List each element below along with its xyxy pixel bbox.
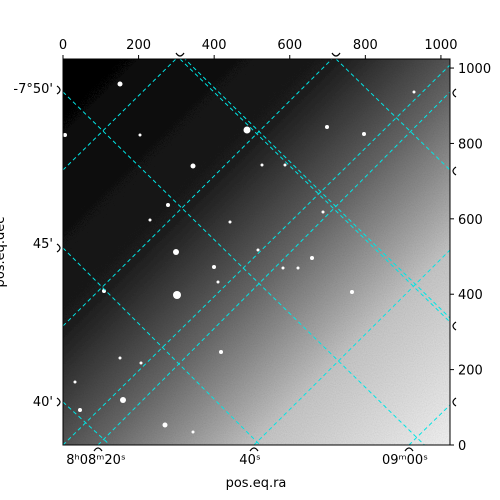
star	[162, 422, 168, 428]
star	[325, 125, 329, 129]
top-tick-label: 200	[126, 38, 151, 53]
star	[63, 133, 67, 137]
grid-line	[97, 91, 450, 445]
star	[216, 280, 220, 284]
world-tick-mark	[93, 447, 103, 452]
world-tick-mark	[249, 447, 259, 452]
star	[73, 380, 77, 384]
right-tick-label: 0	[458, 439, 466, 454]
y-axis-label: pos.eq.dec	[0, 217, 8, 288]
sky-image	[63, 59, 450, 445]
star	[139, 361, 143, 365]
x-axis-label: pos.eq.ra	[226, 476, 287, 491]
star	[412, 90, 416, 94]
star	[260, 163, 264, 167]
star	[173, 249, 179, 255]
star-field	[63, 81, 416, 434]
top-tick-label: 600	[277, 38, 302, 53]
star	[118, 356, 122, 360]
world-tick-mark	[56, 397, 61, 407]
star	[283, 163, 287, 167]
grid-line	[63, 64, 450, 445]
world-tick-mark	[404, 447, 414, 452]
star	[350, 290, 354, 294]
star	[173, 291, 181, 299]
world-tick-mark	[452, 397, 457, 407]
plot-frame	[62, 58, 451, 446]
star	[138, 133, 142, 137]
star	[120, 397, 126, 403]
star	[148, 218, 152, 222]
grid-line	[63, 247, 261, 445]
star	[243, 126, 251, 134]
star	[310, 256, 314, 260]
right-tick-label: 400	[458, 288, 483, 303]
world-tick-mark	[452, 88, 457, 98]
right-tick-label: 1000	[458, 62, 491, 77]
star	[166, 203, 170, 207]
coordinate-grid	[63, 59, 450, 445]
top-tick-label: 1000	[424, 38, 457, 53]
star	[191, 430, 195, 434]
dec-tick-label: 45'	[33, 237, 53, 252]
world-tick-mark	[56, 243, 61, 253]
ra-tick-label: 09ᵐ00ˢ	[382, 453, 428, 468]
top-tick-label: 0	[59, 38, 67, 53]
star	[281, 266, 285, 270]
ra-tick-label: 8ʰ08ᵐ20ˢ	[66, 453, 126, 468]
right-tick-label: 600	[458, 213, 483, 228]
top-tick-label: 800	[353, 38, 378, 53]
grid-line	[335, 59, 450, 171]
grid-line	[408, 404, 450, 445]
star	[321, 210, 325, 214]
world-tick-mark	[452, 166, 457, 176]
dec-tick-label: -7°50'	[13, 82, 53, 97]
right-tick-label: 200	[458, 364, 483, 379]
grid-line	[63, 59, 333, 327]
grid-line	[63, 91, 426, 445]
star	[190, 163, 196, 169]
ra-tick-label: 40ˢ	[239, 453, 261, 468]
star	[228, 220, 232, 224]
star	[78, 408, 82, 412]
right-tick-label: 800	[458, 137, 483, 152]
world-tick-mark	[175, 52, 185, 57]
dec-tick-label: 40'	[33, 395, 53, 410]
star	[362, 132, 366, 136]
top-tick-label: 400	[202, 38, 227, 53]
star	[296, 266, 300, 270]
grid-line	[63, 401, 111, 445]
star	[219, 350, 223, 354]
star	[117, 81, 123, 87]
world-tick-mark	[452, 321, 457, 331]
grid-line	[63, 59, 177, 171]
star	[212, 265, 216, 269]
ticks: 0 200 400 600 800 1000 0 200 400 600 800 1000 8ʰ08ᵐ2…	[13, 38, 491, 468]
world-tick-mark	[56, 85, 61, 95]
grid-line	[184, 59, 450, 319]
star	[256, 248, 260, 252]
world-tick-mark	[331, 52, 341, 57]
